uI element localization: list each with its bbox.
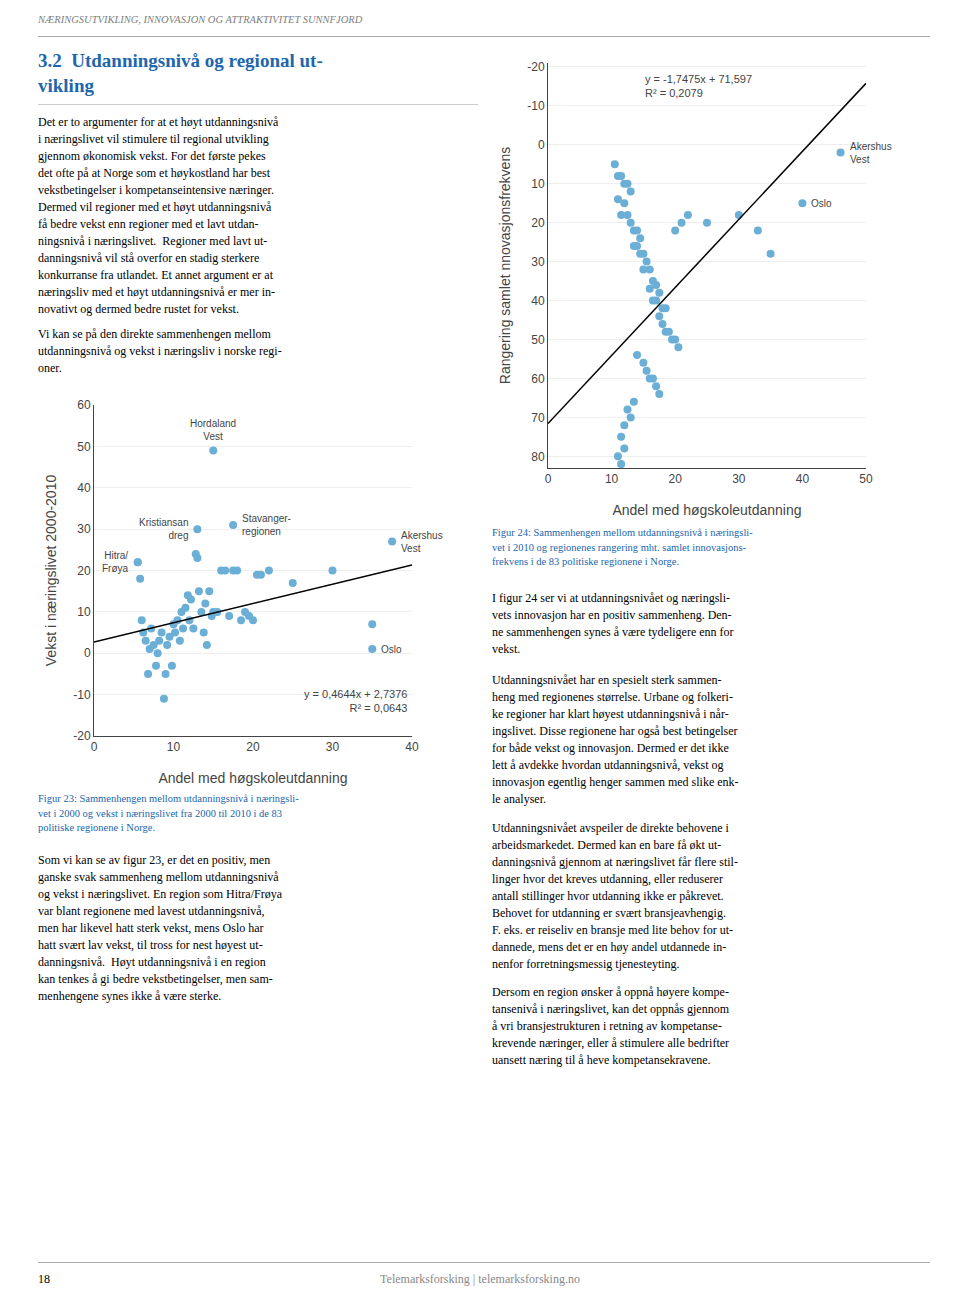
svg-text:40: 40 (796, 472, 810, 486)
svg-text:50: 50 (859, 472, 873, 486)
svg-text:60: 60 (77, 398, 91, 412)
svg-text:Vekst i næringslivet 2000-2010: Vekst i næringslivet 2000-2010 (43, 475, 59, 667)
svg-text:Stavanger-regionen: Stavanger-regionen (242, 513, 291, 537)
html-text:3.2 Utdanningsnivå og regional: 3.2 Utdanningsnivå og regional ut- vikli… (38, 50, 323, 96)
svg-text:Hitra/Frøya: Hitra/Frøya (102, 550, 129, 574)
svg-text:20: 20 (246, 740, 260, 754)
html-text:Dersom en region ønsker å oppn: Dersom en region ønsker å oppnå høyere k… (492, 985, 730, 1067)
svg-text:Oslo: Oslo (381, 644, 402, 655)
svg-text:Oslo: Oslo (811, 198, 832, 209)
svg-text:Kristiansandreg: Kristiansandreg (139, 517, 188, 541)
svg-text:80: 80 (531, 450, 545, 464)
svg-text:HordalandVest: HordalandVest (190, 418, 236, 442)
svg-text:AkershusVest: AkershusVest (850, 141, 892, 165)
svg-text:Andel med høgskoleutdanning: Andel med høgskoleutdanning (158, 770, 347, 786)
html-text:Det er to argumenter for at et: Det er to argumenter for at et høyt utda… (38, 115, 279, 316)
svg-text:y = -1,7475x + 71,597R² = 0,20: y = -1,7475x + 71,597R² = 0,2079 (645, 73, 752, 99)
svg-text:-10: -10 (73, 688, 91, 702)
svg-text:Rangering samlet nnovasjonsfre: Rangering samlet nnovasjonsfrekvens (497, 147, 513, 384)
svg-text:0: 0 (545, 472, 552, 486)
svg-text:30: 30 (77, 522, 91, 536)
svg-text:-10: -10 (527, 99, 545, 113)
svg-text:40: 40 (531, 294, 545, 308)
svg-text:30: 30 (531, 255, 545, 269)
html-text:Utdanningsnivået har en spesie: Utdanningsnivået har en spesielt sterk s… (492, 673, 739, 806)
svg-text:AkershusVest: AkershusVest (401, 530, 443, 554)
svg-text:0: 0 (84, 646, 91, 660)
html-text:Figur 23: Sammenhengen mellom: Figur 23: Sammenhengen mellom utdannings… (38, 793, 299, 833)
html-text:I figur 24 ser vi at utdanning: I figur 24 ser vi at utdanningsnivået og… (492, 591, 734, 656)
svg-text:30: 30 (732, 472, 746, 486)
svg-text:0: 0 (538, 138, 545, 152)
html-text:Figur 24: Sammenhengen mellom: Figur 24: Sammenhengen mellom utdannings… (492, 527, 753, 567)
svg-text:20: 20 (77, 564, 91, 578)
svg-text:10: 10 (167, 740, 181, 754)
svg-text:30: 30 (326, 740, 340, 754)
svg-text:60: 60 (531, 372, 545, 386)
html-text:Telemarksforsking | telemarksf: Telemarksforsking | telemarksforsking.no (380, 1272, 580, 1286)
svg-text:0: 0 (91, 740, 98, 754)
svg-text:40: 40 (405, 740, 419, 754)
svg-text:-20: -20 (527, 60, 545, 74)
html-text:Utdanningsnivået avspeiler de: Utdanningsnivået avspeiler de direkte be… (492, 821, 738, 971)
svg-text:70: 70 (531, 411, 545, 425)
svg-text:50: 50 (531, 333, 545, 347)
svg-text:20: 20 (669, 472, 683, 486)
svg-text:y = 0,4644x + 2,7376R² = 0,064: y = 0,4644x + 2,7376R² = 0,0643 (304, 688, 407, 714)
svg-text:40: 40 (77, 481, 91, 495)
html-text:18: 18 (38, 1272, 50, 1286)
svg-text:20: 20 (531, 216, 545, 230)
html-text:Vi kan se på den direkte samme: Vi kan se på den direkte sammenhengen me… (38, 327, 282, 375)
svg-text:-20: -20 (73, 729, 91, 743)
svg-text:10: 10 (605, 472, 619, 486)
svg-text:10: 10 (77, 605, 91, 619)
svg-text:50: 50 (77, 440, 91, 454)
svg-text:Andel med høgskoleutdanning: Andel med høgskoleutdanning (612, 502, 801, 518)
html-text:Som vi kan se av figur 23, er: Som vi kan se av figur 23, er det en pos… (38, 853, 282, 1003)
html-text:NÆRINGSUTVIKLING, INNOVASJON O: NÆRINGSUTVIKLING, INNOVASJON OG ATTRAKTI… (38, 14, 363, 25)
svg-text:10: 10 (531, 177, 545, 191)
